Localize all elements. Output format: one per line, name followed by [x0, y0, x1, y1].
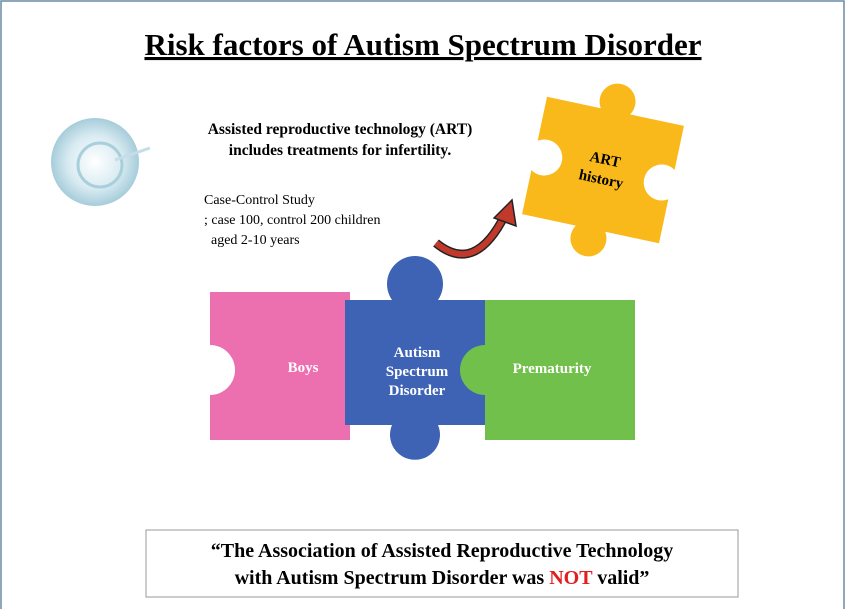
conclusion-line: “The Association of Assisted Reproductiv… [211, 540, 673, 562]
conclusion-text: with Autism Spectrum Disorder was [235, 567, 550, 589]
puzzle-label: Disorder [389, 383, 446, 399]
puzzle-label: Autism [394, 345, 441, 361]
study-line: ; case 100, control 200 children [204, 213, 381, 228]
puzzle-label: Boys [288, 360, 319, 376]
slide: Risk factors of Autism Spectrum Disorder… [0, 0, 845, 609]
title: Risk factors of Autism Spectrum Disorder [144, 27, 701, 62]
study-line: aged 2-10 years [204, 233, 300, 248]
conclusion-line: with Autism Spectrum Disorder was NOT va… [235, 567, 650, 589]
study-line: Case-Control Study [204, 193, 315, 208]
egg-image [51, 118, 150, 206]
conclusion-text: valid” [592, 567, 649, 589]
art-line: includes treatments for infertility. [229, 142, 452, 159]
puzzle-art: ART history [516, 69, 690, 270]
conclusion-emphasis: NOT [549, 567, 593, 589]
art-line: Assisted reproductive technology (ART) [208, 121, 473, 138]
puzzle-label: Prematurity [513, 361, 592, 377]
puzzle-label: Spectrum [386, 364, 449, 380]
